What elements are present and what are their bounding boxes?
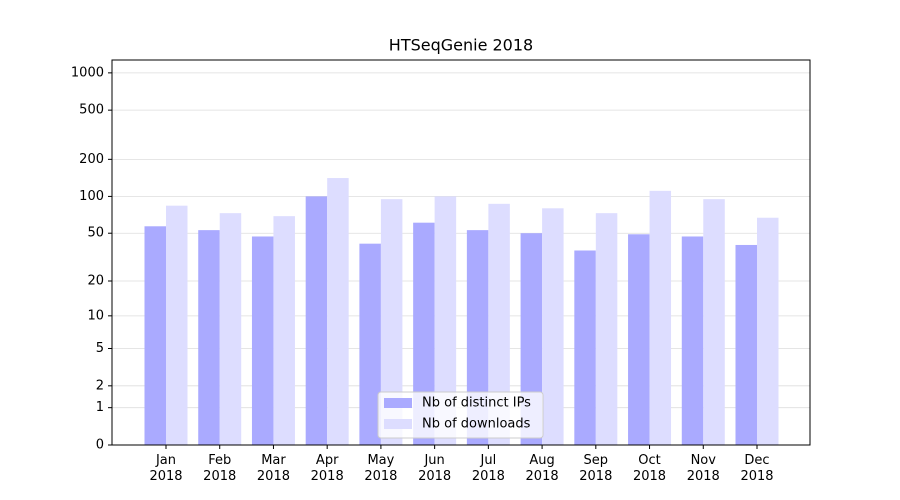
bar	[466, 230, 489, 445]
legend: Nb of distinct IPs Nb of downloads	[377, 391, 544, 439]
y-tick-label: 1000	[71, 65, 104, 80]
bar	[649, 190, 672, 445]
bar	[359, 243, 381, 445]
y-tick-label: 0	[96, 438, 104, 453]
bar	[574, 250, 596, 445]
y-tick-label: 10	[87, 308, 104, 323]
bar	[757, 217, 779, 445]
x-tick-label: Jul 2018	[471, 453, 505, 484]
bar	[434, 196, 457, 445]
y-tick-label: 100	[79, 189, 104, 204]
x-tick-label: Nov 2018	[686, 453, 720, 484]
legend-label: Nb of downloads	[422, 417, 531, 432]
x-tick-label: May 2018	[364, 453, 398, 484]
legend-swatch	[384, 398, 412, 408]
bar	[542, 208, 564, 445]
bar	[413, 222, 435, 445]
legend-swatch	[384, 419, 412, 429]
bar	[273, 216, 295, 445]
bar	[488, 203, 510, 445]
legend-box	[377, 391, 544, 439]
bar	[166, 205, 188, 445]
plot-frame	[111, 59, 811, 446]
x-tick-label: Jan 2018	[149, 453, 183, 484]
y-tick-label: 1	[96, 400, 104, 415]
x-tick-label: Aug 2018	[525, 453, 559, 484]
bar	[595, 213, 618, 445]
bar	[380, 199, 403, 445]
bar	[735, 244, 757, 445]
bar	[144, 226, 166, 445]
x-tick-label: Jun 2018	[418, 453, 452, 484]
chart-title: HTSeqGenie 2018	[389, 36, 533, 55]
x-tick-label: Apr 2018	[310, 453, 344, 484]
bar	[628, 234, 650, 445]
y-tick-label: 20	[87, 274, 104, 289]
x-tick-label: Dec 2018	[740, 453, 774, 484]
x-tick-label: Sep 2018	[579, 453, 613, 484]
legend-label: Nb of distinct IPs	[422, 396, 531, 411]
y-tick-label: 200	[79, 152, 104, 167]
y-tick-label: 500	[79, 103, 104, 118]
y-tick-label: 2	[96, 378, 104, 393]
bar	[681, 236, 704, 445]
x-tick-label: Mar 2018	[256, 453, 290, 484]
bar	[251, 236, 274, 445]
y-tick-label: 5	[96, 341, 104, 356]
x-tick-label: Oct 2018	[632, 453, 667, 484]
x-tick-label: Feb 2018	[203, 453, 237, 484]
bar	[219, 213, 242, 445]
y-tick-label: 50	[87, 226, 104, 241]
bar	[327, 178, 349, 446]
bar	[198, 230, 220, 445]
bar	[305, 196, 328, 445]
bar	[703, 199, 725, 445]
